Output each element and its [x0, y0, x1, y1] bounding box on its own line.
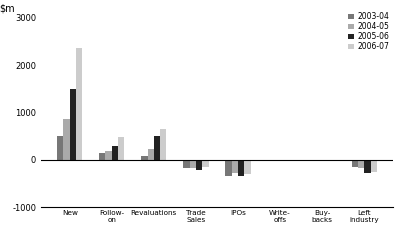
Bar	[64, 119, 70, 160]
Bar	[280, 160, 286, 161]
Bar	[76, 48, 82, 160]
Bar	[274, 160, 280, 161]
Bar	[112, 146, 118, 160]
Text: $m: $m	[0, 4, 15, 14]
Bar	[244, 160, 251, 174]
Legend: 2003-04, 2004-05, 2005-06, 2006-07: 2003-04, 2004-05, 2005-06, 2006-07	[348, 12, 389, 52]
Bar	[202, 160, 208, 167]
Bar	[364, 160, 370, 173]
Bar	[238, 160, 244, 176]
Bar	[352, 160, 358, 167]
Bar	[57, 136, 64, 160]
Bar	[141, 156, 148, 160]
Bar	[99, 153, 106, 160]
Bar	[70, 89, 76, 160]
Bar	[358, 160, 364, 168]
Bar	[160, 129, 166, 160]
Bar	[286, 160, 293, 161]
Bar	[232, 160, 238, 173]
Bar	[196, 160, 202, 170]
Bar	[370, 160, 377, 172]
Bar	[225, 160, 232, 176]
Bar	[118, 136, 124, 160]
Bar	[148, 149, 154, 160]
Bar	[268, 160, 274, 161]
Bar	[106, 151, 112, 160]
Bar	[190, 160, 196, 168]
Bar	[183, 160, 190, 168]
Bar	[154, 136, 160, 160]
